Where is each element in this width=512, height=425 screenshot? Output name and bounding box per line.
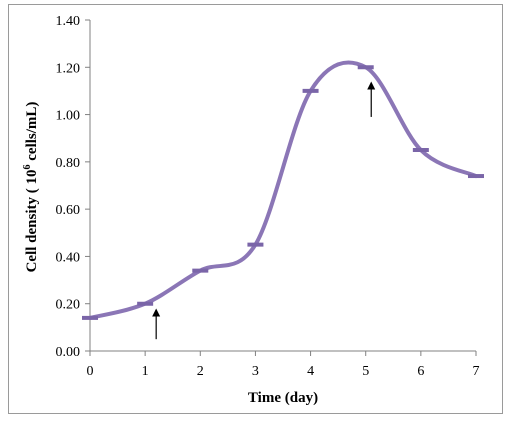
x-tick-label: 2 [197, 364, 204, 379]
annotation-arrows [152, 81, 376, 340]
y-axis-title-tail: cells/mL) [24, 102, 40, 165]
x-tick-label: 4 [307, 364, 314, 379]
y-axis-title-superscript: 6 [22, 164, 33, 169]
x-tick-label: 3 [252, 364, 259, 379]
x-tick-label: 7 [473, 364, 480, 379]
y-axis-title-main: Cell density ( 10 [24, 169, 40, 272]
series-line [88, 60, 478, 320]
x-tick-label: 6 [417, 364, 424, 379]
y-tick-label: 0.20 [56, 298, 81, 313]
data-points [82, 65, 484, 320]
y-tick-label: 0.40 [56, 250, 81, 265]
x-axis-title: Time (day) [248, 390, 318, 406]
arrow-head [152, 308, 161, 317]
tick-marks [85, 19, 477, 356]
y-tick-label: 0.00 [56, 345, 81, 360]
x-tick-label: 0 [87, 364, 94, 379]
y-tick-label: 1.40 [56, 14, 81, 29]
y-axis-title: Cell density ( 106 cells/mL) [22, 102, 40, 273]
y-tick-labels: 0.00 0.20 0.40 0.60 0.80 1.00 1.20 1.40 [56, 14, 81, 360]
x-tick-label: 5 [362, 364, 369, 379]
y-tick-label: 1.20 [56, 61, 81, 76]
x-tick-label: 1 [142, 364, 149, 379]
y-tick-label: 0.60 [56, 203, 81, 218]
x-tick-labels: 0 1 2 3 4 5 6 7 [87, 364, 480, 379]
y-tick-label: 1.00 [56, 109, 81, 124]
y-tick-label: 0.80 [56, 156, 81, 171]
arrow-head [367, 81, 376, 90]
